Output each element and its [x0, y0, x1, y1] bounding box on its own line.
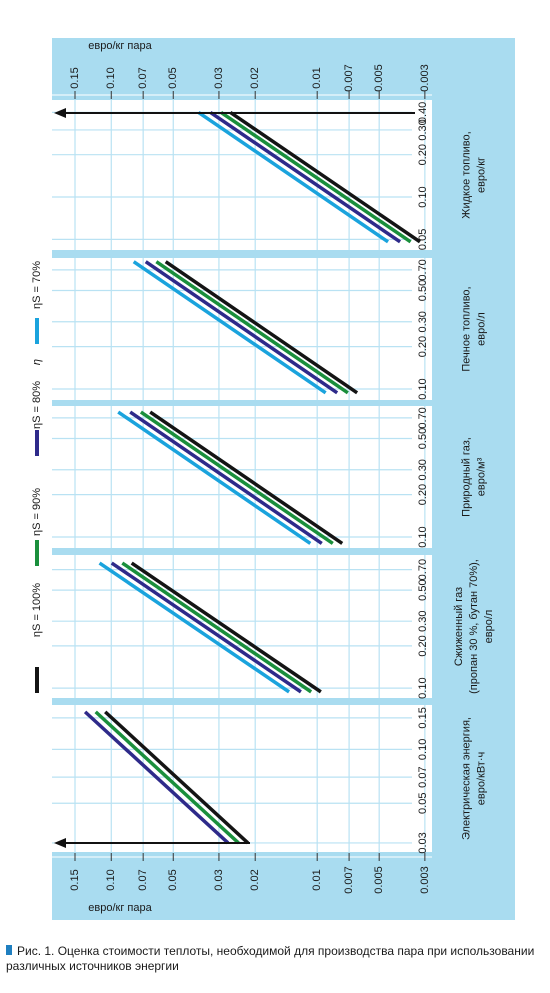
- y-tick-label: 0.20: [417, 144, 429, 165]
- caption: Рис. 1. Оценка стоимости теплоты, необхо…: [6, 944, 544, 974]
- panel-label: Печное топливо,: [460, 286, 472, 371]
- x-tick-label: 0.007: [343, 866, 355, 894]
- panel-label: евро/кг: [475, 157, 487, 193]
- label-column: [434, 705, 515, 852]
- cost-axis-label: евро/кг пара: [88, 902, 152, 914]
- panel-label: евро/м³: [475, 457, 487, 496]
- series-line: [104, 710, 250, 845]
- x-tick-label: 0.03: [213, 67, 225, 88]
- panel-label: Электрическая энергия,: [460, 717, 472, 840]
- x-tick-label: 0.07: [137, 869, 149, 890]
- panel-label: Сжиженный газ: [453, 587, 465, 666]
- series-line: [164, 260, 359, 395]
- series-line: [117, 410, 312, 545]
- panel: [52, 705, 432, 852]
- series-line: [121, 561, 313, 694]
- label-column: [434, 555, 515, 698]
- series-line: [132, 260, 327, 395]
- y-tick-label: 0.30: [417, 611, 429, 632]
- x-tick-label: 0.005: [373, 866, 385, 894]
- y-tick-label: 0.20: [417, 336, 429, 357]
- x-tick-label: 0.005: [373, 64, 385, 92]
- x-tick-label: 0.003: [419, 64, 431, 92]
- series-line: [149, 410, 344, 545]
- y-tick-label: 0.50: [417, 428, 429, 449]
- y-tick-label: 0.30: [417, 119, 429, 140]
- panel-label: (пропан 30 %, бутан 70%),: [468, 559, 480, 694]
- x-tick-label: 0.01: [311, 67, 323, 88]
- y-tick-label: 0.10: [417, 186, 429, 207]
- x-tick-label: 0.03: [213, 869, 225, 890]
- y-tick-label: 0.05: [417, 229, 429, 250]
- y-tick-label: 0.70: [417, 407, 429, 428]
- panel: [52, 555, 432, 698]
- x-tick-label: 0.15: [69, 869, 81, 890]
- y-tick-label: 0.10: [417, 677, 429, 698]
- y-tick-label: 0.20: [417, 635, 429, 656]
- series-line: [155, 260, 349, 395]
- series-line: [83, 710, 230, 845]
- y-tick-label: 0.50: [417, 280, 429, 301]
- y-tick-label: 0.10: [417, 739, 429, 760]
- y-tick-label: 0.70: [417, 559, 429, 580]
- x-tick-label: 0.003: [419, 866, 431, 894]
- series-line: [94, 710, 240, 845]
- panel-label: евро/кВт·ч: [475, 752, 487, 805]
- label-column: [434, 406, 515, 548]
- series-line: [197, 110, 389, 244]
- y-tick-label: 0.20: [417, 484, 429, 505]
- y-tick-label: 0.10: [417, 378, 429, 399]
- panel: [52, 100, 432, 250]
- x-tick-label: 0.05: [167, 869, 179, 890]
- series-line: [139, 410, 334, 545]
- x-tick-label: 0.02: [249, 67, 261, 88]
- label-column: [434, 258, 515, 400]
- series-line: [229, 110, 421, 244]
- legend-label: ηS = 70%: [31, 261, 43, 309]
- panel-label: Природный газ,: [460, 437, 472, 517]
- series-line: [129, 410, 323, 545]
- panel-label: евро/л: [483, 610, 495, 644]
- y-tick-label: 0.03: [417, 832, 429, 853]
- y-tick-label: 0.15: [417, 707, 429, 728]
- y-tick-label: 0.30: [417, 311, 429, 332]
- legend-note: η: [31, 359, 43, 365]
- arrowhead: [54, 108, 66, 118]
- legend-label: ηS = 80%: [31, 381, 43, 429]
- series-line: [220, 110, 412, 244]
- arrowhead: [54, 838, 66, 848]
- y-tick-label: 0.07: [417, 766, 429, 787]
- y-tick-label: 0.70: [417, 259, 429, 280]
- legend-label: ηS = 100%: [31, 583, 43, 637]
- x-tick-label: 0.05: [167, 67, 179, 88]
- x-tick-label: 0.10: [105, 869, 117, 890]
- y-tick-label: 0.40: [417, 102, 429, 123]
- x-tick-label: 0.007: [343, 64, 355, 92]
- x-tick-label: 0.01: [311, 869, 323, 890]
- panel-label: Жидкое топливо,: [460, 131, 472, 218]
- series-line: [110, 561, 302, 694]
- y-tick-label: 0.05: [417, 793, 429, 814]
- series-line: [98, 561, 291, 694]
- y-tick-label: 0.10: [417, 526, 429, 547]
- y-tick-label: 0.50: [417, 579, 429, 600]
- panel-label: евро/л: [475, 312, 487, 346]
- chart: 0.15 0.10 0.07 0.05 0.03 0.02 0.01 0.007 0.005 0.…: [31, 38, 515, 920]
- x-tick-label: 0.02: [249, 869, 261, 890]
- series-line: [209, 110, 402, 244]
- y-tick-label: 0.30: [417, 459, 429, 480]
- legend-label: ηS = 90%: [31, 488, 43, 536]
- x-tick-label: 0.10: [105, 67, 117, 88]
- label-column: [434, 100, 515, 250]
- series-line: [130, 561, 322, 694]
- x-tick-label: 0.15: [69, 67, 81, 88]
- series-line: [144, 260, 339, 395]
- x-tick-label: 0.07: [137, 67, 149, 88]
- cost-axis-label: евро/кг пара: [88, 40, 152, 52]
